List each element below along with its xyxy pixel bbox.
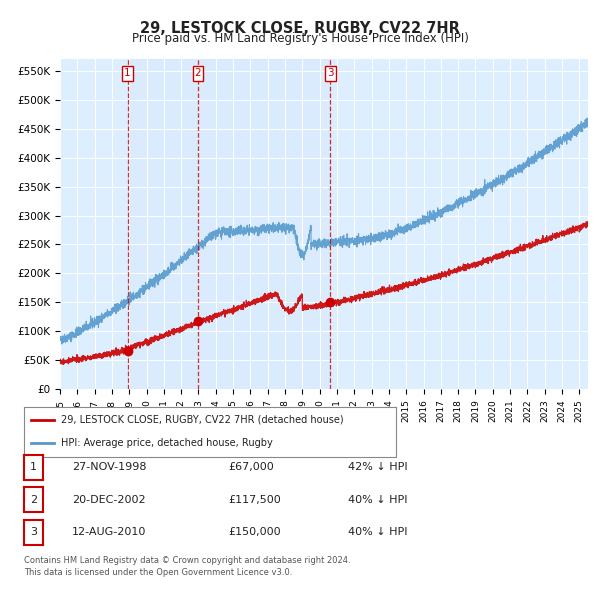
Text: 40% ↓ HPI: 40% ↓ HPI (348, 527, 407, 537)
Text: 27-NOV-1998: 27-NOV-1998 (72, 463, 146, 472)
Text: 2: 2 (30, 495, 37, 504)
Text: 29, LESTOCK CLOSE, RUGBY, CV22 7HR: 29, LESTOCK CLOSE, RUGBY, CV22 7HR (140, 21, 460, 35)
Text: 20-DEC-2002: 20-DEC-2002 (72, 495, 146, 504)
Text: 2: 2 (194, 68, 201, 78)
Text: HPI: Average price, detached house, Rugby: HPI: Average price, detached house, Rugb… (61, 438, 273, 448)
Text: 3: 3 (327, 68, 334, 78)
Text: 3: 3 (30, 527, 37, 537)
Bar (128, 59, 198, 389)
Text: 29, LESTOCK CLOSE, RUGBY, CV22 7HR (detached house): 29, LESTOCK CLOSE, RUGBY, CV22 7HR (deta… (61, 415, 344, 425)
Bar (198, 59, 331, 389)
Text: 12-AUG-2010: 12-AUG-2010 (72, 527, 146, 537)
Text: 42% ↓ HPI: 42% ↓ HPI (348, 463, 407, 472)
Text: £67,000: £67,000 (228, 463, 274, 472)
Text: 1: 1 (124, 68, 131, 78)
Text: £150,000: £150,000 (228, 527, 281, 537)
Text: Contains HM Land Registry data © Crown copyright and database right 2024.
This d: Contains HM Land Registry data © Crown c… (24, 556, 350, 577)
Text: 40% ↓ HPI: 40% ↓ HPI (348, 495, 407, 504)
Text: 1: 1 (30, 463, 37, 472)
Text: Price paid vs. HM Land Registry's House Price Index (HPI): Price paid vs. HM Land Registry's House … (131, 32, 469, 45)
Text: £117,500: £117,500 (228, 495, 281, 504)
